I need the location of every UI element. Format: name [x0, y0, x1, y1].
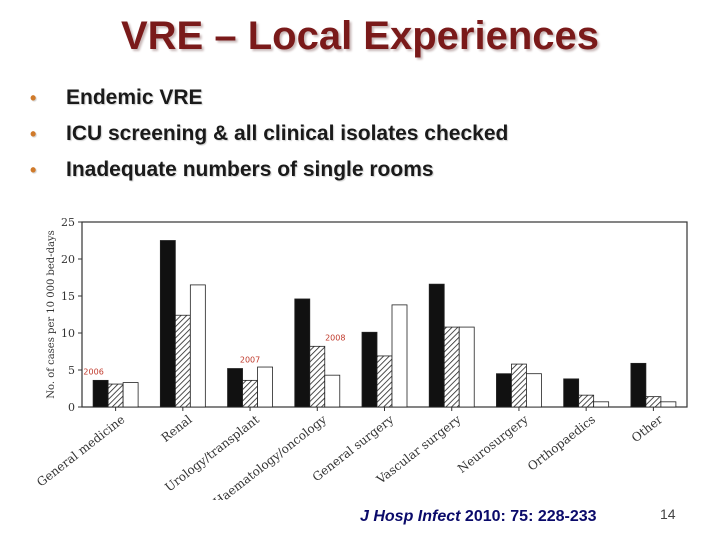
bar-2006: [428, 283, 445, 408]
y-tick-label: 15: [61, 290, 75, 303]
bar-2008: [257, 366, 273, 408]
bar-2007: [242, 379, 258, 408]
bar-2008: [526, 373, 542, 408]
bar-2007: [309, 345, 326, 408]
bullet-dot-icon: •: [30, 88, 37, 108]
x-tick-label: Renal: [159, 412, 195, 445]
page-number: 14: [660, 506, 676, 522]
bar-2006: [630, 362, 647, 408]
x-tick-label: Neurosurgery: [455, 412, 531, 476]
bullet-text: Inadequate numbers of single rooms: [66, 158, 434, 181]
year-annotation: 2006: [83, 367, 103, 376]
bar-2008: [122, 382, 139, 408]
bullet-text: ICU screening & all clinical isolates ch…: [66, 122, 509, 145]
slide-title: VRE – Local Experiences: [120, 14, 599, 58]
bar-2008: [189, 284, 206, 408]
x-tick-label: Other: [629, 412, 666, 445]
y-tick-label: 0: [68, 401, 75, 414]
year-annotation: 2008: [325, 333, 345, 342]
bullet-dot-icon: •: [30, 160, 37, 180]
bar-2006: [227, 368, 243, 408]
bar-2008: [593, 401, 610, 408]
bar-2007: [107, 383, 124, 408]
citation: J Hosp Infect 2010: 75: 228-233: [360, 508, 597, 526]
x-tick-label: Haematology/oncology: [211, 412, 330, 500]
bar-2006: [92, 379, 109, 408]
bullet-item: • ICU screening & all clinical isolates c…: [30, 120, 508, 156]
bullet-list: • Endemic VRE • ICU screening & all clinic…: [30, 84, 508, 192]
bar-2006: [294, 298, 311, 408]
bar-2006: [496, 373, 512, 408]
bullet-item: • Inadequate numbers of single rooms: [30, 156, 508, 192]
bar-2006: [361, 331, 378, 408]
bullet-item: • Endemic VRE: [30, 84, 508, 120]
x-tick-label: General medicine: [34, 412, 127, 489]
citation-details: 2010: 75: 228-233: [460, 508, 597, 525]
y-tick-label: 20: [61, 253, 75, 266]
bar-2007: [376, 355, 393, 408]
bar-2006: [563, 378, 580, 408]
bar-2008: [458, 326, 475, 408]
bar-2006: [159, 240, 176, 408]
y-tick-label: 25: [61, 216, 75, 229]
bar-2008: [391, 304, 408, 408]
bar-2007: [578, 394, 595, 408]
citation-journal: J Hosp Infect: [360, 508, 461, 525]
y-tick-label: 10: [61, 327, 75, 340]
y-tick-label: 5: [68, 364, 75, 377]
x-tick-label: Orthopaedics: [525, 412, 598, 473]
year-annotation: 2007: [240, 356, 260, 365]
bar-2008: [324, 374, 341, 408]
y-axis-label: No. of cases per 10 000 bed-days: [46, 230, 57, 398]
bar-2007: [174, 314, 191, 408]
bar-2007: [443, 326, 460, 408]
bullet-dot-icon: •: [30, 124, 37, 144]
vre-bar-chart: 0 5 10 15 20 25 No. of cases per 10 000 bed-da…: [34, 216, 688, 500]
bar-2007: [645, 396, 662, 408]
bullet-text: Endemic VRE: [66, 86, 203, 109]
bar-2008: [660, 401, 677, 408]
bar-2007: [511, 363, 527, 408]
